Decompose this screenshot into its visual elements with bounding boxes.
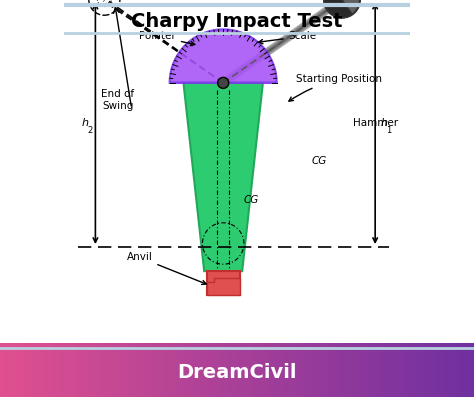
Text: Pointer: Pointer [139,31,195,46]
Text: CG: CG [244,195,259,205]
Text: Scale: Scale [258,31,317,44]
Polygon shape [170,29,277,83]
Polygon shape [183,83,263,271]
Text: Anvil: Anvil [127,252,206,284]
Circle shape [218,77,229,89]
Text: CG: CG [311,156,327,166]
Text: h: h [380,118,387,128]
Polygon shape [207,278,239,295]
Text: DreamCivil: DreamCivil [177,363,297,382]
Text: 1: 1 [387,126,392,135]
Text: Charpy Impact Test: Charpy Impact Test [131,12,343,31]
Text: 2: 2 [88,126,93,135]
Bar [207,271,239,295]
Text: h: h [82,118,89,128]
Text: End of
Swing: End of Swing [101,89,135,111]
Circle shape [324,0,360,17]
Wedge shape [324,0,352,17]
Text: Starting Position: Starting Position [289,75,382,101]
Text: Hammer: Hammer [353,118,398,127]
